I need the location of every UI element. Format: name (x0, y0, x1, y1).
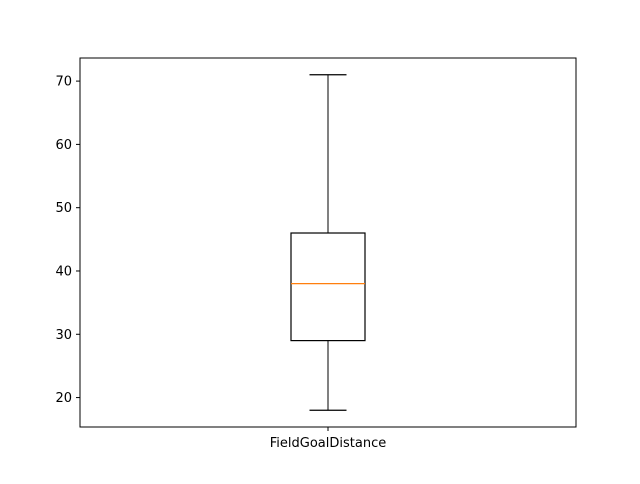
x-tick-label: FieldGoalDistance (270, 436, 386, 451)
y-tick-label: 20 (55, 391, 72, 406)
y-tick-label: 60 (55, 138, 72, 153)
y-tick-label: 40 (55, 264, 72, 279)
y-tick-label: 30 (55, 328, 72, 343)
y-tick-label: 50 (55, 201, 72, 216)
plot-frame (79, 57, 577, 428)
interquartile-box (290, 232, 366, 342)
y-tick-label: 70 (55, 75, 72, 90)
plot-layer: 20 30 40 50 60 70 FieldGoalDistance (55, 74, 386, 451)
